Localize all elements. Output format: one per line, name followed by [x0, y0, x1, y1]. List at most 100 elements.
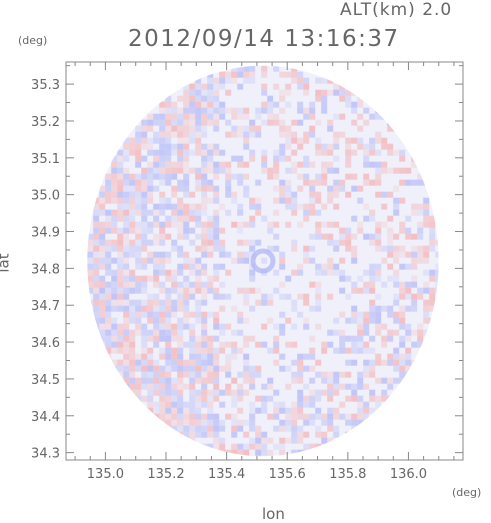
radar-cell	[375, 401, 382, 408]
radar-cell	[207, 347, 214, 354]
radar-cell	[129, 197, 136, 204]
radar-cell	[159, 257, 166, 264]
radar-cell	[99, 275, 106, 282]
radar-cell	[375, 239, 382, 246]
radar-cell	[309, 353, 316, 360]
radar-cell	[201, 113, 208, 120]
radar-cell	[135, 257, 142, 264]
radar-cell	[243, 77, 250, 84]
y-tick-label: 34.9	[31, 226, 60, 241]
radar-cell	[105, 209, 112, 216]
radar-cell	[165, 317, 172, 324]
radar-cell	[315, 137, 322, 144]
radar-cell	[201, 281, 208, 288]
radar-cell	[207, 395, 214, 402]
radar-cell	[333, 221, 340, 228]
radar-cell	[213, 119, 220, 126]
radar-cell	[381, 341, 388, 348]
radar-cell	[369, 113, 376, 120]
radar-cell	[195, 419, 202, 426]
radar-cell	[315, 431, 322, 438]
radar-cell	[219, 419, 226, 426]
radar-cell	[369, 179, 376, 186]
radar-cell	[129, 149, 136, 156]
radar-cell	[303, 155, 310, 162]
radar-cell	[135, 263, 142, 270]
radar-cell	[123, 257, 130, 264]
radar-cell	[99, 227, 106, 234]
radar-cell	[321, 143, 328, 150]
radar-cell	[291, 449, 298, 456]
radar-cell	[381, 137, 388, 144]
radar-cell	[93, 269, 100, 276]
radar-cell	[153, 239, 160, 246]
radar-cell	[225, 119, 232, 126]
radar-cell	[195, 77, 202, 84]
radar-cell	[399, 245, 406, 252]
radar-cell	[159, 251, 166, 258]
radar-cell	[189, 215, 196, 222]
radar-cell	[231, 401, 238, 408]
radar-cell	[333, 431, 340, 438]
radar-cell	[207, 431, 214, 438]
radar-cell	[321, 221, 328, 228]
radar-cell	[261, 449, 268, 456]
radar-cell	[357, 329, 364, 336]
radar-cell	[315, 281, 322, 288]
radar-cell	[363, 161, 370, 168]
radar-cell	[327, 425, 334, 432]
radar-cell	[117, 185, 124, 192]
radar-cell	[219, 203, 226, 210]
radar-cell	[399, 353, 406, 360]
radar-cell	[159, 263, 166, 270]
radar-cell	[375, 131, 382, 138]
radar-cell	[141, 119, 148, 126]
radar-cell	[177, 185, 184, 192]
radar-cell	[429, 191, 436, 198]
radar-cell	[207, 233, 214, 240]
radar-cell	[327, 239, 334, 246]
radar-cell	[333, 191, 340, 198]
radar-cell	[423, 197, 430, 204]
radar-cell	[135, 197, 142, 204]
radar-cell	[129, 353, 136, 360]
radar-cell	[147, 143, 154, 150]
radar-cell	[417, 323, 424, 330]
radar-cell	[177, 299, 184, 306]
radar-cell	[111, 299, 118, 306]
radar-cell	[111, 323, 118, 330]
radar-cell	[147, 347, 154, 354]
radar-cell	[303, 251, 310, 258]
radar-cell	[279, 107, 286, 114]
radar-cell	[105, 239, 112, 246]
radar-cell	[255, 209, 262, 216]
radar-cell	[201, 353, 208, 360]
radar-cell	[195, 167, 202, 174]
radar-cell	[165, 215, 172, 222]
radar-cell	[261, 155, 268, 162]
radar-cell	[117, 239, 124, 246]
radar-cell	[345, 143, 352, 150]
radar-cell	[213, 359, 220, 366]
radar-cell	[195, 407, 202, 414]
radar-cell	[249, 221, 256, 228]
radar-cell	[171, 173, 178, 180]
radar-cell	[207, 353, 214, 360]
radar-cell	[351, 257, 358, 264]
radar-cell	[279, 323, 286, 330]
radar-cell	[135, 161, 142, 168]
radar-cell	[393, 185, 400, 192]
radar-cell	[351, 395, 358, 402]
radar-cell	[165, 329, 172, 336]
radar-cell	[297, 77, 304, 84]
radar-cell	[423, 299, 430, 306]
radar-cell	[123, 203, 130, 210]
radar-cell	[243, 377, 250, 384]
radar-cell	[315, 233, 322, 240]
radar-cell	[231, 257, 238, 264]
radar-cell	[315, 143, 322, 150]
radar-cell	[129, 137, 136, 144]
radar-cell	[225, 413, 232, 420]
radar-cell	[363, 179, 370, 186]
radar-cell	[357, 419, 364, 426]
